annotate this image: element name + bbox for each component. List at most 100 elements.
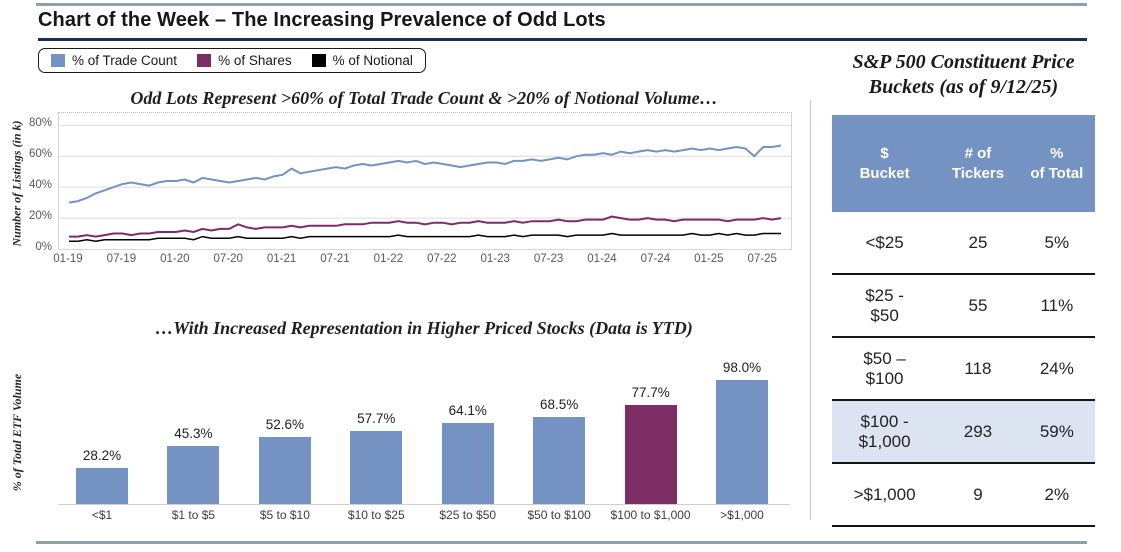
- bucket-cell: <$25: [832, 233, 937, 253]
- y-tick-label: 60%: [28, 148, 52, 161]
- bar: [167, 446, 220, 504]
- bar: [76, 468, 128, 504]
- line-chart-plot-area: [58, 112, 792, 250]
- bar-chart-y-axis-label: % of Total ETF Volume: [10, 373, 24, 492]
- bar: [716, 379, 768, 504]
- tickers-cell: 118: [964, 358, 992, 378]
- bar-value-label: 68.5%: [540, 397, 579, 412]
- bar-chart-title: …With Increased Representation in Higher…: [155, 318, 693, 338]
- bucket-line: $50 –: [863, 348, 906, 368]
- tickers-cell: 25: [968, 232, 988, 252]
- bar-value-label: 28.2%: [82, 448, 122, 464]
- table-title: S&P 500 Constituent Price Buckets (as of…: [820, 50, 1107, 100]
- y-tick-label: 20%: [28, 210, 52, 223]
- legend-item-0: % of Trade Count: [51, 53, 177, 68]
- bucket-line: $50: [870, 305, 899, 325]
- bar-category-label: $1 to $5: [171, 508, 216, 522]
- tickers-cell: 55: [968, 295, 988, 315]
- series-line-1: [69, 215, 782, 238]
- table-row-0: <$25 25 5%: [832, 212, 1095, 273]
- vertical-divider: [810, 100, 811, 520]
- line-chart-svg: [59, 124, 791, 243]
- bucket-line: $25 -: [865, 285, 904, 305]
- table-header-cell-2: % of Total: [1019, 144, 1095, 183]
- bucket-line: $100 -: [860, 411, 909, 431]
- legend: % of Trade Count % of Shares % of Notional: [38, 48, 426, 73]
- table-body: <$25 25 5% $25 - $50 55 11% $50 – $100 118 24% $100…: [832, 212, 1095, 527]
- pct-cell: 59%: [1039, 421, 1074, 441]
- tickers-cell: 9: [973, 484, 983, 504]
- bar-category-label: $10 to $25: [347, 508, 405, 522]
- x-tick-label: 01-22: [373, 253, 404, 265]
- table-row-1: $25 - $50 55 11%: [832, 273, 1095, 336]
- header-line: $: [880, 145, 889, 162]
- bucket-line: <$25: [865, 232, 904, 252]
- x-tick-label: 01-23: [480, 253, 510, 265]
- bar-category-label: <$1: [91, 508, 113, 522]
- price-bucket-table: $ Bucket # of Tickers% of Total <$25 25 5% $25 …: [832, 115, 1095, 527]
- bar: [258, 437, 311, 504]
- bar: [624, 405, 677, 504]
- pct-cell: 2%: [1044, 484, 1070, 504]
- legend-item-2: % of Notional: [311, 53, 413, 68]
- bar-value-label: 52.6%: [265, 417, 304, 433]
- x-tick-label: 07-20: [213, 253, 243, 265]
- bar-value-label: 45.3%: [174, 426, 213, 442]
- table-title-line1: S&P 500 Constituent Price: [852, 51, 1075, 73]
- header-line: of Total: [1030, 164, 1084, 182]
- pct-cell: 11%: [1040, 295, 1074, 315]
- bar-category-label: $50 to $100: [527, 508, 591, 522]
- bar-value-label: 57.7%: [357, 410, 396, 426]
- table-header-row: $ Bucket # of Tickers% of Total: [832, 115, 1095, 212]
- x-tick-label: 07-19: [106, 253, 137, 265]
- bucket-line: >$1,000: [853, 484, 916, 504]
- bucket-cell: $25 - $50: [832, 286, 937, 325]
- y-tick-label: 0%: [35, 241, 52, 253]
- x-tick-label: 07-22: [427, 253, 457, 265]
- table-header-cell-0: $ Bucket: [832, 144, 937, 183]
- table-row-3: $100 - $1,000 293 59%: [832, 399, 1095, 462]
- bar-category-label: $5 to $10: [259, 508, 310, 522]
- legend-item-1: % of Shares: [197, 53, 292, 68]
- y-tick-label: 40%: [28, 179, 52, 192]
- legend-swatch-icon: [311, 54, 326, 67]
- x-tick-label: 07-25: [747, 253, 777, 265]
- legend-item-label: % of Trade Count: [72, 53, 178, 68]
- tickers-cell: 293: [963, 421, 993, 441]
- bottom-rule: [36, 541, 1087, 544]
- bucket-cell: $50 – $100: [832, 349, 937, 388]
- pct-cell: 5%: [1044, 232, 1070, 252]
- bar: [533, 417, 586, 504]
- bar-category-label: >$1,000: [720, 508, 764, 522]
- bar-category-label: $100 to $1,000: [610, 508, 691, 522]
- x-tick-label: 01-20: [160, 253, 190, 265]
- x-tick-label: 01-19: [53, 253, 83, 265]
- bar-value-label: 77.7%: [631, 385, 670, 401]
- pct-cell: 24%: [1039, 358, 1074, 378]
- header-line: %: [1050, 145, 1064, 162]
- bar-category-label: $25 to $50: [439, 508, 497, 522]
- line-chart-title: Odd Lots Represent >60% of Total Trade C…: [130, 88, 718, 108]
- bar: [441, 422, 494, 504]
- bucket-cell: $100 - $1,000: [832, 412, 937, 451]
- bar-chart-plot-area: 28.2% <$1 45.3% $1 to $5 52.6% $5 to $10 57.7%…: [58, 355, 790, 522]
- x-tick-label: 07-21: [320, 253, 350, 265]
- table-row-4: >$1,000 9 2%: [832, 462, 1095, 525]
- page-title: Chart of the Week – The Increasing Preva…: [38, 9, 606, 31]
- top-rule: [36, 3, 1087, 6]
- x-tick-label: 01-25: [694, 253, 724, 265]
- table-header-cell-1: # of Tickers: [937, 144, 1019, 183]
- x-tick-label: 07-23: [533, 253, 564, 265]
- table-row-2: $50 – $100 118 24%: [832, 336, 1095, 399]
- legend-swatch-icon: [197, 54, 212, 67]
- legend-swatch-icon: [51, 54, 65, 67]
- legend-item-label: % of Shares: [218, 53, 292, 68]
- series-line-2: [69, 232, 781, 243]
- bar-value-label: 64.1%: [448, 402, 487, 418]
- x-tick-label: 01-21: [266, 253, 297, 265]
- bar-value-label: 98.0%: [722, 359, 762, 375]
- y-tick-label: 80%: [28, 117, 52, 130]
- x-tick-label: 01-24: [587, 253, 617, 265]
- header-line: # of: [964, 145, 992, 162]
